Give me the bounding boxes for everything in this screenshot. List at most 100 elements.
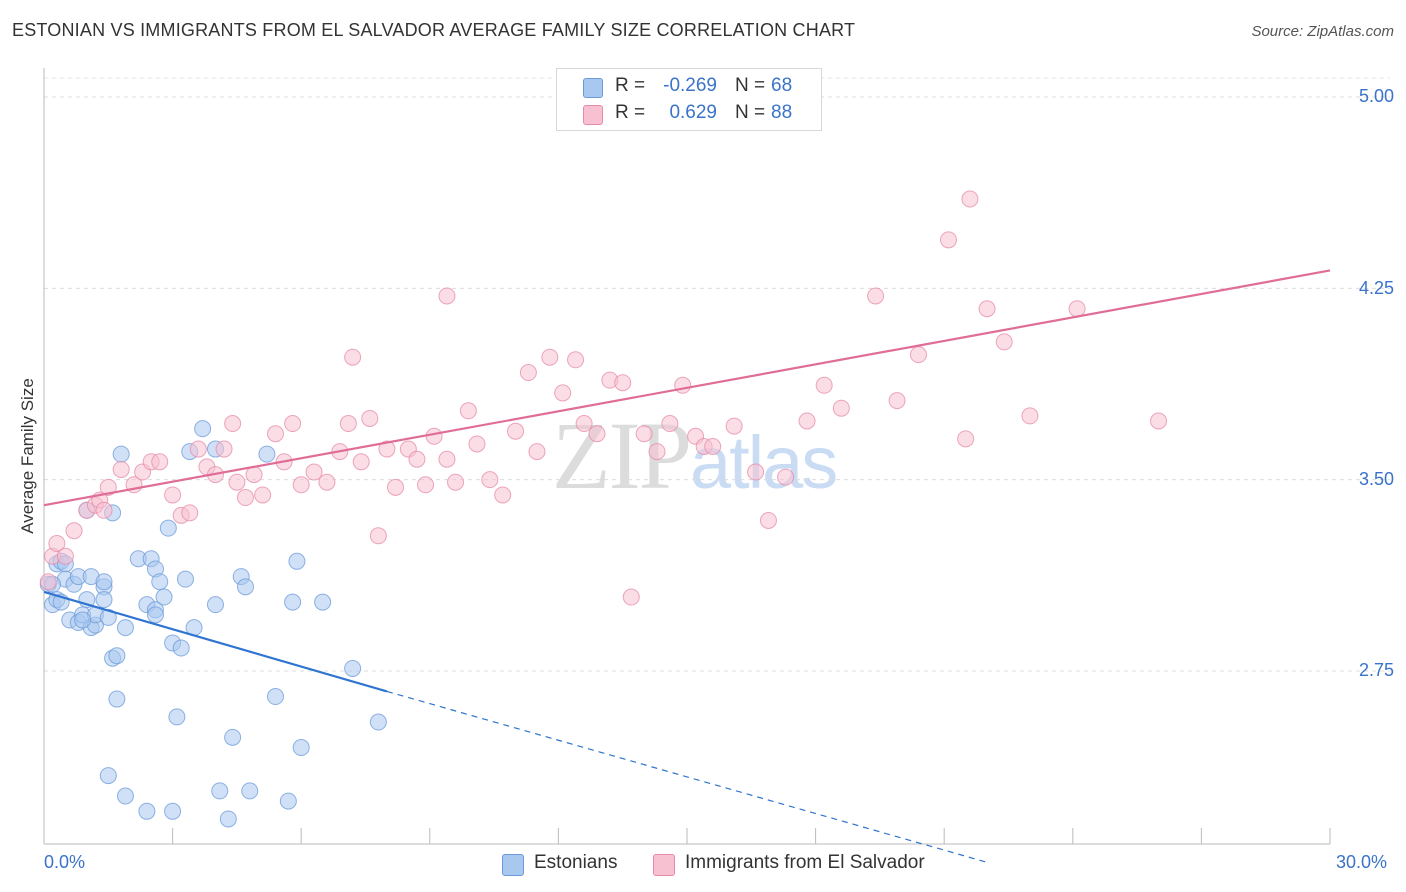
point-salvador	[798, 412, 816, 430]
point-salvador	[378, 440, 396, 458]
point-salvador	[961, 190, 979, 208]
legend-row-estonians: R = -0.269 N = 68	[557, 75, 821, 101]
point-estonians	[211, 782, 229, 800]
point-salvador	[588, 425, 606, 443]
point-salvador	[56, 547, 74, 565]
point-estonians	[108, 647, 126, 665]
point-salvador	[704, 438, 722, 456]
legend-swatch-salvador	[653, 854, 675, 876]
point-salvador	[481, 471, 499, 489]
point-estonians	[194, 420, 212, 438]
point-salvador	[181, 504, 199, 522]
point-estonians	[116, 787, 134, 805]
point-salvador	[1150, 412, 1168, 430]
point-estonians	[172, 639, 190, 657]
point-salvador	[284, 415, 302, 433]
point-salvador	[438, 287, 456, 305]
point-estonians	[314, 593, 332, 611]
point-salvador	[361, 409, 379, 427]
point-estonians	[168, 708, 186, 726]
correlation-legend: R = -0.269 N = 68 R = 0.629 N = 88	[556, 68, 822, 131]
point-salvador	[387, 478, 405, 496]
point-salvador	[459, 402, 477, 420]
point-estonians	[279, 792, 297, 810]
legend-r-value: 0.629	[669, 102, 717, 123]
point-salvador	[339, 415, 357, 433]
trendline-extension-estonians	[386, 690, 988, 863]
point-salvador	[747, 463, 765, 481]
legend-r-value: -0.269	[663, 75, 717, 96]
legend-row-salvador: R = 0.629 N = 88	[557, 102, 821, 128]
y-tick-label: 3.50	[1358, 469, 1394, 489]
legend-n-label: N =	[735, 102, 766, 123]
point-salvador	[266, 425, 284, 443]
point-salvador	[164, 486, 182, 504]
point-estonians	[236, 578, 254, 596]
point-salvador	[635, 425, 653, 443]
point-salvador	[344, 348, 362, 366]
legend-r-label: R =	[615, 102, 646, 123]
point-estonians	[266, 688, 284, 706]
point-salvador	[622, 588, 640, 606]
point-salvador	[528, 443, 546, 461]
point-salvador	[228, 473, 246, 491]
point-estonians	[99, 767, 117, 785]
point-salvador	[759, 511, 777, 529]
point-salvador	[541, 348, 559, 366]
point-estonians	[151, 573, 169, 591]
point-salvador	[417, 476, 435, 494]
point-estonians	[74, 611, 92, 629]
point-salvador	[151, 453, 169, 471]
point-salvador	[648, 443, 666, 461]
point-salvador	[254, 486, 272, 504]
point-salvador	[939, 231, 957, 249]
point-estonians	[206, 596, 224, 614]
point-salvador	[39, 573, 57, 591]
point-estonians	[164, 802, 182, 820]
point-salvador	[408, 450, 426, 468]
x-tick-min: 0.0%	[44, 852, 86, 872]
point-salvador	[567, 351, 585, 369]
point-estonians	[155, 588, 173, 606]
point-salvador	[1021, 407, 1039, 425]
legend-n-value: 68	[771, 75, 793, 96]
chart-title: ESTONIAN VS IMMIGRANTS FROM EL SALVADOR …	[12, 20, 856, 40]
point-estonians	[176, 570, 194, 588]
point-salvador	[1068, 300, 1086, 318]
point-salvador	[494, 486, 512, 504]
point-salvador	[292, 476, 310, 494]
legend-swatch-salvador	[583, 105, 603, 125]
point-estonians	[241, 782, 259, 800]
point-salvador	[957, 430, 975, 448]
point-salvador	[725, 417, 743, 435]
point-salvador	[867, 287, 885, 305]
point-estonians	[112, 445, 130, 463]
point-salvador	[832, 399, 850, 417]
point-salvador	[815, 376, 833, 394]
point-estonians	[116, 619, 134, 637]
point-salvador	[95, 501, 113, 519]
legend-label-estonians: Estonians	[534, 852, 618, 873]
legend-swatch-estonians	[583, 78, 603, 98]
point-estonians	[138, 802, 156, 820]
watermark-atlas: atlas	[690, 421, 838, 504]
point-salvador	[674, 376, 692, 394]
trendline-salvador	[43, 269, 1331, 507]
point-estonians	[219, 810, 237, 828]
point-estonians	[146, 606, 164, 624]
point-salvador	[48, 534, 66, 552]
point-salvador	[99, 478, 117, 496]
legend-swatch-estonians	[502, 854, 524, 876]
point-salvador	[352, 453, 370, 471]
legend-label-salvador: Immigrants from El Salvador	[685, 852, 925, 873]
legend-n-label: N =	[735, 75, 766, 96]
chart-source: Source: ZipAtlas.com	[1251, 23, 1394, 40]
point-salvador	[318, 473, 336, 491]
point-estonians	[288, 552, 306, 570]
point-salvador	[888, 392, 906, 410]
point-estonians	[344, 659, 362, 677]
legend-r-label: R =	[615, 75, 646, 96]
point-salvador	[438, 450, 456, 468]
point-salvador	[519, 364, 537, 382]
